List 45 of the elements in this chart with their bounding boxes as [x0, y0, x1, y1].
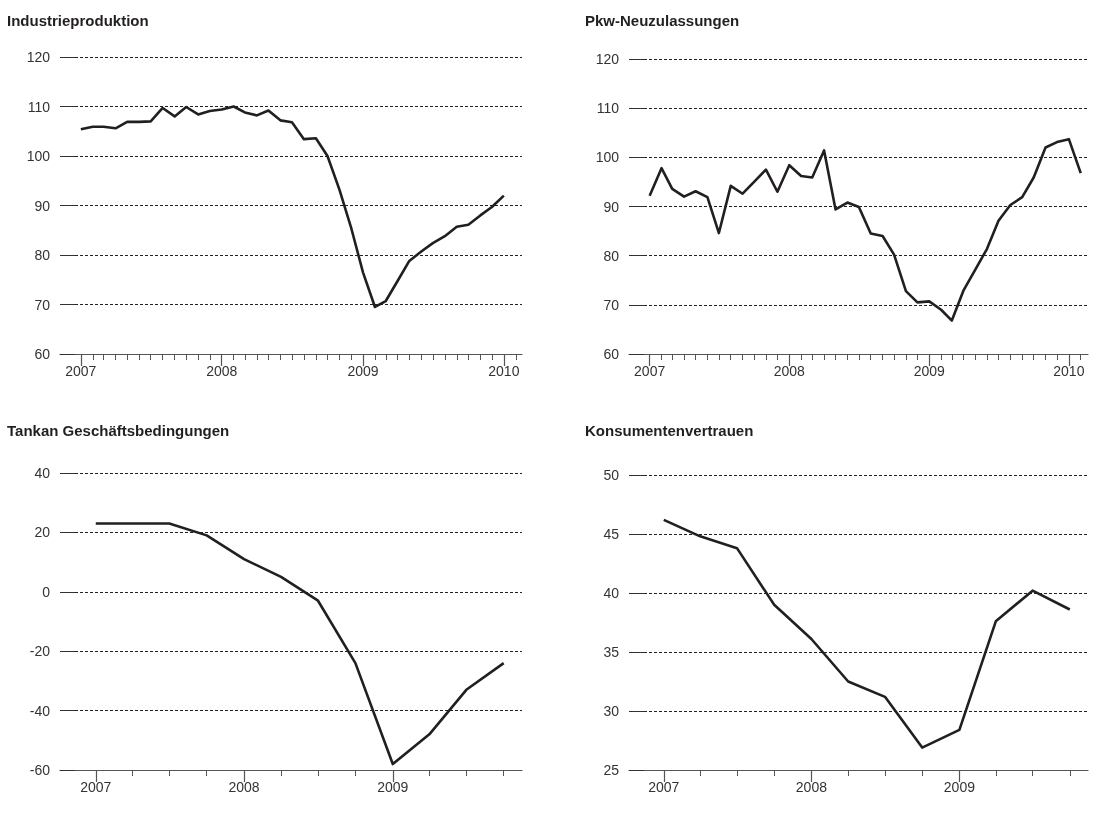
y-tick-label: 100 — [26, 148, 51, 164]
y-tick-label: 90 — [34, 197, 51, 214]
x-tick-label: 2007 — [634, 363, 666, 379]
y-tick-label: 40 — [603, 585, 620, 601]
x-tick-label: 2008 — [795, 779, 828, 795]
x-tick-label: 2007 — [65, 363, 97, 379]
y-tick-label: 0 — [42, 583, 51, 600]
x-tick-label: 2009 — [943, 779, 976, 795]
y-tick-label: 60 — [603, 346, 620, 362]
y-tick-label: -40 — [29, 702, 51, 719]
y-tick-label: 80 — [34, 247, 51, 263]
line-series — [648, 137, 1083, 322]
y-tick-label: 70 — [34, 296, 51, 313]
x-tick-label: 2008 — [228, 779, 260, 795]
y-tick-label: 120 — [595, 51, 620, 67]
y-tick-label: 120 — [26, 49, 51, 65]
y-tick-label: 50 — [603, 467, 620, 483]
y-tick-label: 110 — [27, 98, 51, 115]
y-tick-label: 70 — [603, 296, 620, 313]
y-tick-label: 110 — [596, 100, 620, 117]
chart-title: Konsumentenvertrauen — [585, 422, 754, 439]
y-tick-label: 45 — [603, 526, 620, 542]
y-tick-label: 90 — [603, 198, 620, 215]
y-tick-label: 35 — [603, 644, 620, 660]
y-tick-label: -20 — [29, 643, 51, 660]
chart-title: Industrieproduktion — [7, 12, 149, 29]
y-tick-label: 100 — [595, 149, 620, 166]
y-tick-label: 80 — [603, 247, 620, 264]
y-tick-label: 25 — [603, 762, 620, 778]
x-tick-label: 2009 — [377, 779, 409, 795]
x-tick-label: 2010 — [488, 363, 520, 379]
x-tick-label: 2010 — [1053, 363, 1085, 379]
chart-title: Tankan Geschäftsbedingungen — [7, 422, 230, 439]
x-tick-label: 2007 — [648, 779, 680, 795]
x-tick-label: 2008 — [206, 363, 238, 379]
x-tick-label: 2007 — [80, 779, 112, 795]
y-tick-label: -60 — [29, 762, 51, 778]
x-tick-label: 2009 — [913, 363, 946, 379]
y-tick-label: 60 — [34, 346, 51, 362]
y-tick-label: 30 — [603, 703, 620, 719]
y-tick-label: 40 — [34, 465, 51, 481]
x-tick-label: 2009 — [347, 363, 379, 379]
chart-title: Pkw-Neuzulassungen — [585, 12, 740, 29]
y-tick-label: 20 — [34, 524, 51, 541]
x-tick-label: 2008 — [773, 363, 806, 379]
